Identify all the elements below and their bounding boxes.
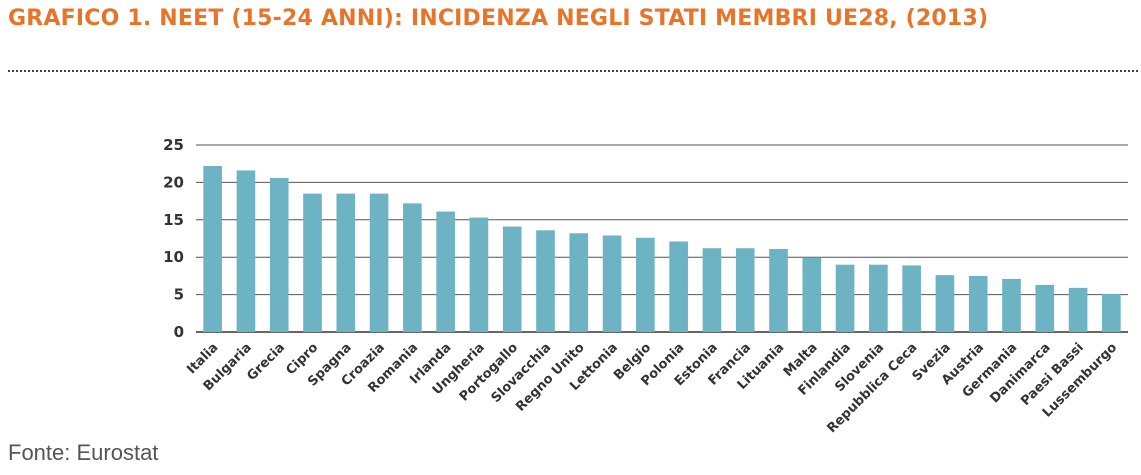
bar-slovacchia (536, 230, 555, 332)
y-tick-label: 20 (163, 173, 184, 191)
gridlines (196, 144, 1128, 333)
bar-malta (802, 257, 822, 332)
y-tick-label: 5 (174, 286, 184, 304)
title-divider (8, 70, 1138, 72)
y-tick-label: 25 (163, 136, 184, 154)
bar-belgio (636, 237, 655, 332)
bar-lettonia (602, 235, 622, 332)
x-category-label: Grecia (244, 340, 288, 384)
bar-germania (1002, 278, 1021, 332)
bar-portogallo (502, 226, 522, 332)
bar-finlandia (835, 264, 855, 332)
bar-spagna (336, 193, 356, 332)
bar-francia (735, 248, 755, 332)
bar-lituania (769, 248, 788, 332)
bar-romania (403, 203, 422, 332)
bar-svezia (935, 275, 955, 332)
y-tick-label: 10 (163, 248, 184, 266)
bar-paesi-bassi (1068, 287, 1088, 332)
source-note: Fonte: Eurostat (8, 440, 159, 465)
bar-lussemburgo (1102, 293, 1121, 332)
bar-slovenia (869, 264, 888, 332)
y-tick-label: 0 (174, 323, 184, 341)
y-axis-ticks: 0 5 10 15 20 25 (163, 136, 184, 341)
bar-grecia (269, 177, 289, 332)
bar-regno-unito (569, 233, 589, 332)
bar-estonia (702, 248, 722, 332)
bar-repubblica-ceca (902, 265, 921, 332)
bar-polonia (669, 241, 688, 332)
bar-italia (203, 165, 222, 332)
y-tick-label: 15 (163, 211, 184, 229)
bar-irlanda (436, 211, 455, 332)
bar-bulgaria (236, 170, 256, 332)
bar-croazia (369, 193, 389, 332)
bars (203, 165, 1121, 332)
chart-title: GRAFICO 1. NEET (15-24 ANNI): INCIDENZA … (8, 6, 989, 31)
bar-danimarca (1035, 284, 1055, 332)
bar-ungheria (469, 217, 489, 332)
x-axis-labels: ItaliaBulgariaGreciaCiproSpagnaCroaziaRo… (184, 340, 1120, 436)
bar-austria (968, 275, 988, 332)
bar-cipro (303, 193, 322, 332)
